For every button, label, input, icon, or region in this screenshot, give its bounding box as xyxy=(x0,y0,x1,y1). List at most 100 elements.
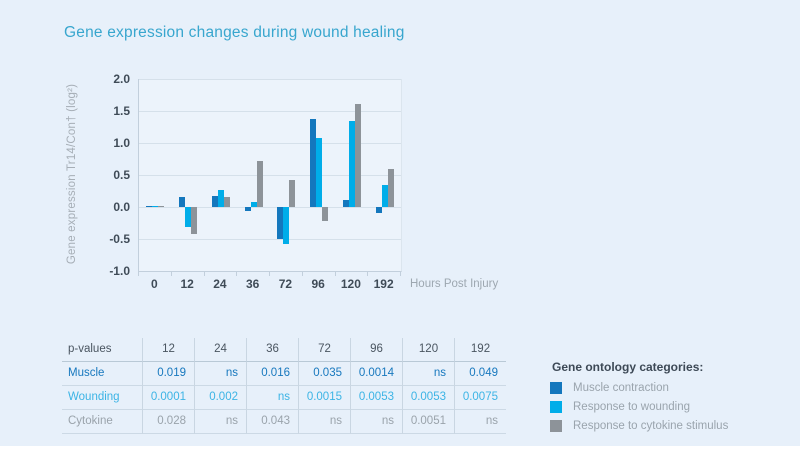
bar-muscle-contraction-192 xyxy=(375,207,382,214)
y-tick-label: 2.0 xyxy=(113,72,130,86)
table-col-header: 36 xyxy=(246,338,298,362)
table-cell-muscle: 0.049 xyxy=(454,362,506,386)
bar-response-to-cytokine-stimulus-72 xyxy=(289,180,296,207)
gridline xyxy=(139,238,401,240)
table-col-header: 24 xyxy=(194,338,246,362)
bar-response-to-wounding-72 xyxy=(283,207,290,245)
bar-response-to-wounding-24 xyxy=(217,189,224,207)
y-tick-label: 0.5 xyxy=(113,168,130,182)
x-tick-mark xyxy=(334,272,336,276)
legend-item: Response to wounding xyxy=(550,401,728,413)
x-tick-label: 12 xyxy=(180,277,194,291)
table-cell-muscle: 0.035 xyxy=(298,362,350,386)
y-tick-label: 1.0 xyxy=(113,136,130,150)
table-corner-header: p-values xyxy=(62,338,142,362)
x-tick-mark xyxy=(301,272,303,276)
table-col-header: 72 xyxy=(298,338,350,362)
y-tick-label: -0.5 xyxy=(109,232,130,246)
table-cell-wounding: 0.0015 xyxy=(298,386,350,410)
table-cell-cytokine: ns xyxy=(194,410,246,434)
legend-swatch-icon xyxy=(550,401,562,413)
table-row-label-cytokine: Cytokine xyxy=(62,410,142,434)
x-tick-mark xyxy=(203,272,205,276)
gridline xyxy=(139,110,401,112)
y-axis-label: Gene expression Tr14/Con† (log²) xyxy=(66,83,78,265)
x-tick-label: 0 xyxy=(151,277,158,291)
bar-response-to-cytokine-stimulus-96 xyxy=(322,207,329,222)
legend-swatch-icon xyxy=(550,382,562,394)
x-tick-label: 36 xyxy=(245,277,260,291)
table-col-header: 12 xyxy=(142,338,194,362)
x-tick-mark xyxy=(236,272,238,276)
x-tick-mark xyxy=(367,272,369,276)
y-tick-label: 0.0 xyxy=(113,200,130,214)
chart-legend: Gene ontology categories: Muscle contrac… xyxy=(550,360,728,439)
bar-muscle-contraction-36 xyxy=(244,207,251,211)
bar-response-to-wounding-192 xyxy=(381,184,388,207)
x-tick-mark xyxy=(170,272,172,276)
bar-muscle-contraction-120 xyxy=(342,199,349,207)
table-cell-wounding: 0.0075 xyxy=(454,386,506,410)
table-cell-muscle: ns xyxy=(402,362,454,386)
page-title: Gene expression changes during wound hea… xyxy=(64,24,405,41)
legend-title: Gene ontology categories: xyxy=(552,360,704,374)
gridline xyxy=(139,206,401,208)
bar-response-to-cytokine-stimulus-0 xyxy=(158,205,165,207)
table-cell-cytokine: ns xyxy=(454,410,506,434)
bar-response-to-wounding-12 xyxy=(185,207,192,228)
gridline xyxy=(139,174,401,176)
table-col-header: 120 xyxy=(402,338,454,362)
table-col-header: 96 xyxy=(350,338,402,362)
table-cell-cytokine: 0.028 xyxy=(142,410,194,434)
bar-response-to-cytokine-stimulus-120 xyxy=(354,103,361,207)
y-tick-label: 1.5 xyxy=(113,104,130,118)
bar-response-to-cytokine-stimulus-192 xyxy=(387,168,394,207)
bar-muscle-contraction-12 xyxy=(179,197,186,207)
table-cell-wounding: 0.0053 xyxy=(350,386,402,410)
x-axis-label: Hours Post Injury xyxy=(410,278,499,290)
legend-label: Response to wounding xyxy=(573,401,690,413)
legend-label: Response to cytokine stimulus xyxy=(573,420,729,432)
x-tick-mark xyxy=(138,272,139,276)
table-cell-muscle: ns xyxy=(194,362,246,386)
x-tick-label: 96 xyxy=(311,277,325,291)
table-cell-muscle: 0.019 xyxy=(142,362,194,386)
table-cell-cytokine: ns xyxy=(350,410,402,434)
legend-item: Response to cytokine stimulus xyxy=(550,420,728,432)
gridline xyxy=(139,79,401,80)
bar-response-to-cytokine-stimulus-24 xyxy=(223,196,230,207)
x-tick-label: 24 xyxy=(213,277,227,291)
x-tick-label: 192 xyxy=(373,277,394,291)
x-tick-label: 72 xyxy=(278,277,293,291)
table-cell-wounding: 0.002 xyxy=(194,386,246,410)
table-cell-wounding: 0.0053 xyxy=(402,386,454,410)
bar-response-to-cytokine-stimulus-36 xyxy=(256,160,263,207)
table-cell-wounding: 0.0001 xyxy=(142,386,194,410)
bar-muscle-contraction-96 xyxy=(310,118,317,207)
table-cell-wounding: ns xyxy=(246,386,298,410)
bar-muscle-contraction-0 xyxy=(146,205,153,207)
table-row-label-muscle: Muscle xyxy=(62,362,142,386)
gridline xyxy=(139,142,401,144)
table-row-label-wounding: Wounding xyxy=(62,386,142,410)
y-tick-label: -1.0 xyxy=(109,264,130,278)
legend-item: Muscle contraction xyxy=(550,382,728,394)
bar-response-to-wounding-0 xyxy=(152,205,159,207)
bar-response-to-wounding-96 xyxy=(316,137,323,207)
bar-response-to-wounding-120 xyxy=(348,120,355,207)
table-cell-muscle: 0.0014 xyxy=(350,362,402,386)
table-cell-cytokine: 0.0051 xyxy=(402,410,454,434)
table-cell-cytokine: ns xyxy=(298,410,350,434)
plot-area xyxy=(138,79,402,272)
table-col-header: 192 xyxy=(454,338,506,362)
bar-muscle-contraction-24 xyxy=(211,196,218,207)
bar-muscle-contraction-72 xyxy=(277,207,284,239)
table-cell-cytokine: 0.043 xyxy=(246,410,298,434)
bar-response-to-wounding-36 xyxy=(250,201,257,207)
x-tick-mark xyxy=(269,272,270,276)
x-tick-mark xyxy=(400,272,401,276)
legend-swatch-icon xyxy=(550,420,562,432)
table-cell-muscle: 0.016 xyxy=(246,362,298,386)
bar-response-to-cytokine-stimulus-12 xyxy=(191,207,198,234)
